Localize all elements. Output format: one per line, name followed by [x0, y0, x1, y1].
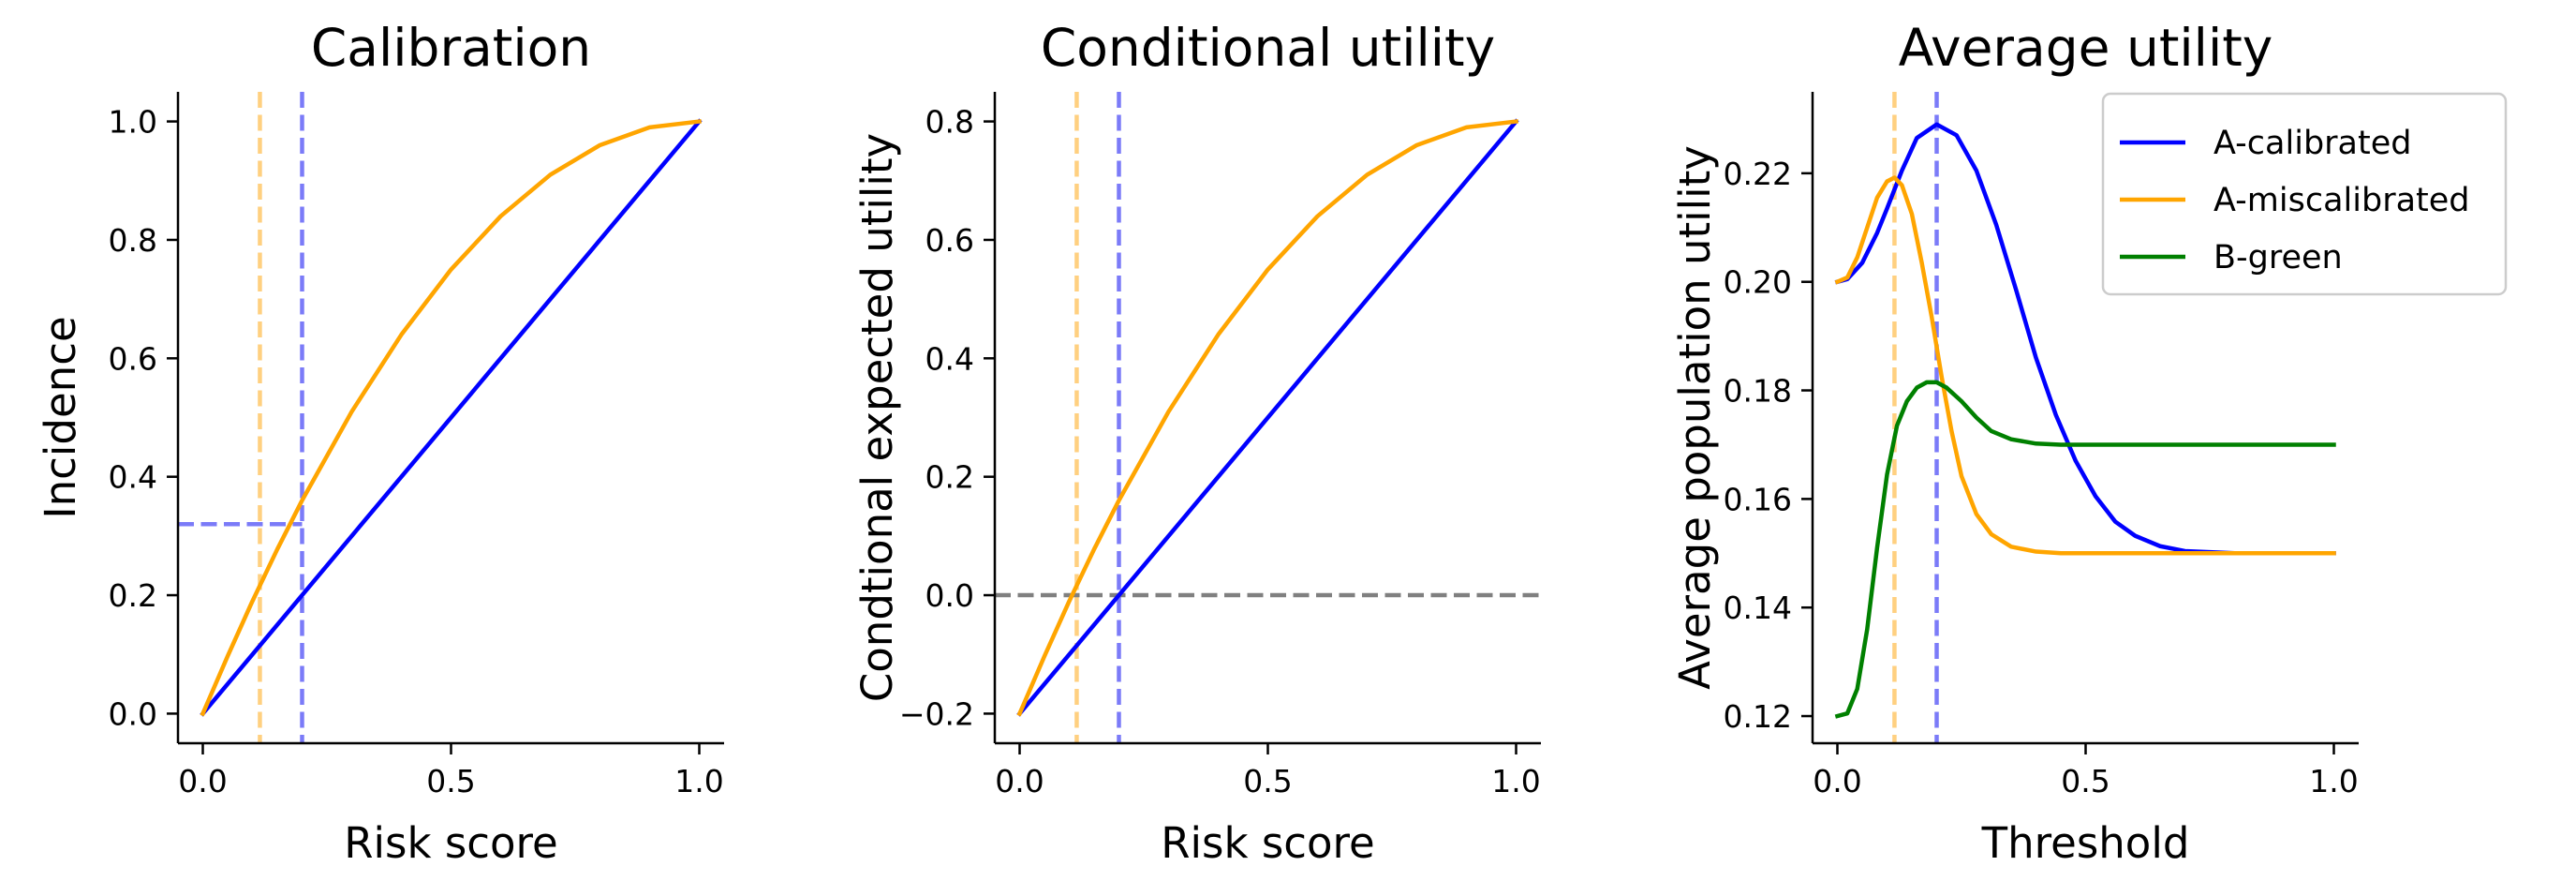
average-utility-y-axis-label: Average population utility: [1670, 145, 1720, 690]
calibration-y-tick-label: 0.2: [109, 577, 157, 614]
average-utility-series-line-b-green: [1834, 380, 2336, 719]
legend-label-a-calibrated: A-calibrated: [2213, 125, 2411, 162]
calibration-y-tick-label: 0.6: [109, 340, 157, 377]
conditional-utility-x-tick-label: 0.0: [995, 763, 1044, 799]
calibration-title: Calibration: [311, 18, 591, 78]
average-utility-series-line-a-miscalibrated: [1834, 175, 2336, 556]
calibration-panel: 0.0 0.5 1.0 0.0 0.2 0.4 0.6 0.8 1.0 Calibration Ri…: [36, 18, 724, 868]
conditional-utility-series-line-0: [1016, 118, 1519, 717]
calibration-series-line-0: [200, 118, 703, 717]
conditional-utility-y-axis-label: Condtional expected utility: [852, 133, 902, 702]
average-utility-y-tick-label: 0.16: [1724, 481, 1792, 517]
calibration-y-tick-label: 0.8: [109, 222, 157, 259]
conditional-utility-panel: 0.0 0.5 1.0 −0.2 0.0 0.2 0.4 0.6 0.8 Conditional …: [852, 18, 1541, 868]
legend-label-a-miscalibrated: A-miscalibrated: [2213, 182, 2470, 219]
average-utility-x-axis-label: Threshold: [1981, 818, 2190, 868]
average-utility-y-tick-label: 0.14: [1724, 590, 1792, 626]
average-utility-x-tick-label: 0.5: [2061, 763, 2110, 799]
average-utility-panel: 0.0 0.5 1.00.120.140.160.180.200.22Average…: [1670, 18, 2359, 868]
calibration-x-axis-label: Risk score: [344, 818, 558, 868]
conditional-utility-series-line-1: [1016, 119, 1519, 717]
calibration-y-tick-label: 1.0: [109, 104, 157, 141]
legend: A-calibrated A-miscalibrated B-green: [2101, 92, 2508, 296]
average-utility-series-line-a-calibrated: [1834, 122, 2336, 556]
legend-frame: [2101, 92, 2508, 296]
calibration-y-tick-label: 0.4: [109, 459, 157, 496]
average-utility-x-tick-label: 0.0: [1813, 763, 1861, 799]
average-utility-title: Average utility: [1899, 18, 2273, 78]
average-utility-y-tick-label: 0.20: [1724, 264, 1792, 301]
conditional-utility-x-tick-label: 0.5: [1243, 763, 1292, 799]
average-utility-y-tick-label: 0.18: [1724, 373, 1792, 410]
calibration-y-tick-label: 0.0: [109, 695, 157, 732]
average-utility-x-tick-label: 1.0: [2309, 763, 2358, 799]
conditional-utility-y-tick-label: 0.4: [925, 340, 974, 377]
conditional-utility-y-tick-label: 0.2: [925, 459, 974, 496]
conditional-utility-y-tick-label: 0.8: [925, 104, 974, 141]
legend-label-b-green: B-green: [2213, 239, 2343, 276]
conditional-utility-x-axis-label: Risk score: [1161, 818, 1375, 868]
conditional-utility-y-tick-label: −0.2: [899, 695, 974, 732]
calibration-x-tick-label: 0.5: [426, 763, 475, 799]
average-utility-y-tick-label: 0.22: [1724, 156, 1792, 192]
calibration-x-tick-label: 1.0: [674, 763, 723, 799]
calibration-x-tick-label: 0.0: [178, 763, 227, 799]
conditional-utility-y-tick-label: 0.6: [925, 222, 974, 259]
conditional-utility-y-tick-label: 0.0: [925, 577, 974, 614]
average-utility-y-tick-label: 0.12: [1724, 698, 1792, 735]
conditional-utility-x-tick-label: 1.0: [1491, 763, 1540, 799]
calibration-y-axis-label: Incidence: [36, 316, 85, 518]
calibration-series-line-1: [200, 119, 703, 717]
conditional-utility-title: Conditional utility: [1041, 18, 1495, 78]
